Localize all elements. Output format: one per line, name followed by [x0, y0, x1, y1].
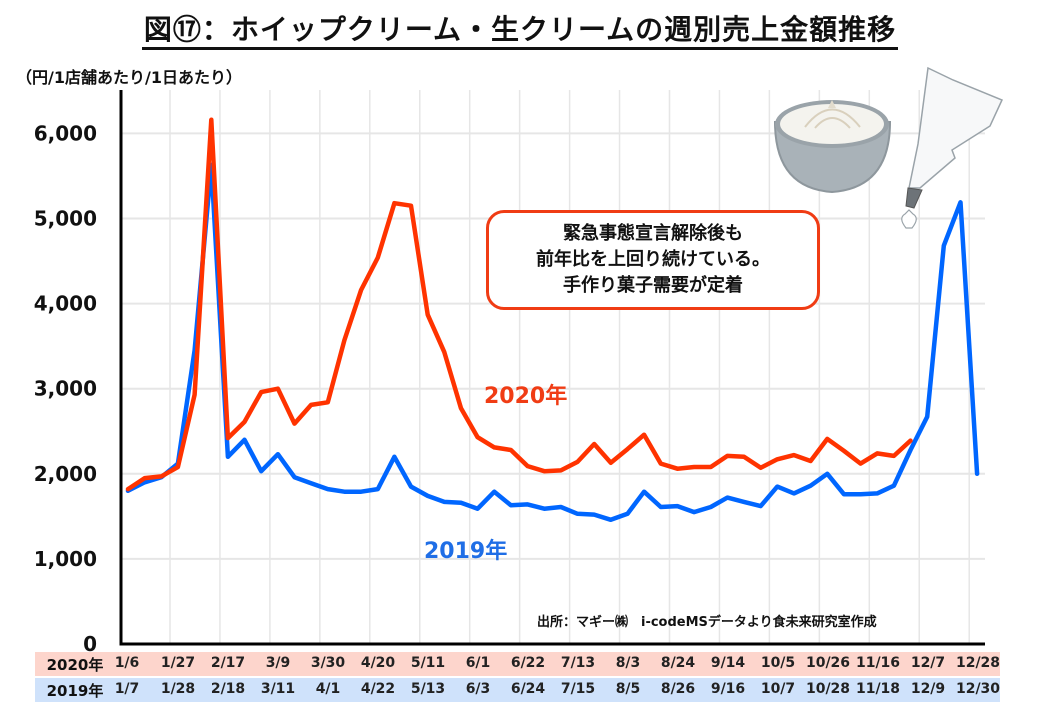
grid	[121, 90, 985, 644]
x-tick-label: 11/18	[855, 681, 901, 697]
x-axis-tick-labels: 1/6 1/27 2/17 3/9 3/30 4/20 5/11 6/1 6/22 7/13 8/3…	[115, 652, 1000, 676]
x-tick-label: 2/18	[210, 681, 246, 697]
x-tick-label: 6/3	[465, 681, 491, 697]
callout-line: 前年比を上回り続けている。	[536, 249, 770, 270]
y-axis-unit-label: （円/1店舗あたり/1日あたり）	[16, 68, 242, 87]
x-tick-label: 4/20	[360, 655, 396, 671]
callout-line: 緊急事態宣言解除後も	[563, 223, 743, 244]
x-tick-label: 9/14	[710, 655, 746, 671]
y-tick-label: 6,000	[34, 121, 97, 145]
piping-bag-icon	[901, 66, 1004, 229]
x-tick-label: 7/15	[560, 681, 596, 697]
x-tick-label: 11/16	[855, 655, 901, 671]
x-tick-label: 1/7	[114, 681, 140, 697]
x-tick-label: 6/24	[510, 681, 546, 697]
x-tick-label: 8/5	[615, 681, 641, 697]
y-tick-label: 2,000	[34, 462, 97, 486]
x-tick-label: 9/16	[710, 681, 746, 697]
x-tick-label: 10/28	[805, 681, 851, 697]
cream-bowl-icon	[773, 100, 892, 194]
callout-line: 手作り菓子需要が定着	[563, 275, 743, 296]
chart-title-text: 図⑰：ホイップクリーム・生クリームの週別売上金額推移	[141, 13, 899, 50]
x-tick-label: 3/11	[260, 681, 296, 697]
series-line-2020	[125, 117, 913, 492]
x-tick-label: 3/9	[265, 655, 291, 671]
x-tick-label: 12/28	[955, 655, 1001, 671]
series-label-2020: 2020年	[484, 384, 568, 409]
x-tick-label: 1/28	[160, 681, 196, 697]
axes	[119, 90, 985, 646]
x-axis-year-label: 2020年	[46, 655, 104, 674]
chart-title: 図⑰：ホイップクリーム・生クリームの週別売上金額推移	[0, 8, 1040, 50]
x-tick-label: 4/1	[315, 681, 341, 697]
x-tick-label: 5/13	[410, 681, 446, 697]
x-tick-label: 4/22	[360, 681, 396, 697]
x-tick-label: 1/27	[160, 655, 196, 671]
x-axis-row-2020: 2020年 1/6 1/27 2/17 3/9 3/30 4/20 5/11 6/1 6/22 7…	[35, 652, 1000, 676]
x-axis-row-2019: 2019年 1/7 1/28 2/18 3/11 4/1 4/22 5/13 6/3 6/24 7…	[35, 678, 1000, 702]
y-tick-label: 1,000	[34, 547, 97, 571]
x-tick-label: 2/17	[210, 655, 246, 671]
y-tick-label: 4,000	[34, 292, 97, 316]
x-tick-label: 10/7	[760, 681, 796, 697]
x-tick-label: 5/11	[410, 655, 446, 671]
x-tick-label: 1/6	[114, 655, 140, 671]
illustrations	[773, 66, 1004, 229]
y-axis-ticks: 0 1,000 2,000 3,000 4,000 5,000 6,000	[34, 121, 97, 656]
x-tick-label: 8/26	[660, 681, 696, 697]
y-tick-label: 5,000	[34, 207, 97, 231]
x-axis-tick-labels: 1/7 1/28 2/18 3/11 4/1 4/22 5/13 6/3 6/24 7/15 8/5…	[115, 678, 1000, 702]
x-tick-label: 3/30	[310, 655, 346, 671]
series-lines	[125, 117, 980, 523]
annotation-callout: 緊急事態宣言解除後も 前年比を上回り続けている。 手作り菓子需要が定着	[486, 210, 820, 310]
series-label-2019: 2019年	[424, 539, 508, 564]
x-axis-year-label: 2019年	[46, 681, 104, 700]
x-tick-label: 6/22	[510, 655, 546, 671]
y-tick-label: 3,000	[34, 377, 97, 401]
y-tick-label: 0	[83, 632, 97, 656]
x-tick-label: 12/30	[955, 681, 1001, 697]
series-line-2019	[125, 162, 980, 523]
x-tick-label: 8/3	[615, 655, 641, 671]
x-tick-label: 7/13	[560, 655, 596, 671]
x-tick-label: 10/26	[805, 655, 851, 671]
x-tick-label: 10/5	[760, 655, 796, 671]
x-tick-label: 12/9	[910, 681, 946, 697]
x-tick-label: 8/24	[660, 655, 696, 671]
source-note: 出所：マギー㈱ i-codeMSデータより食未来研究室作成	[537, 615, 877, 630]
x-tick-label: 6/1	[465, 655, 491, 671]
x-tick-label: 12/7	[910, 655, 946, 671]
